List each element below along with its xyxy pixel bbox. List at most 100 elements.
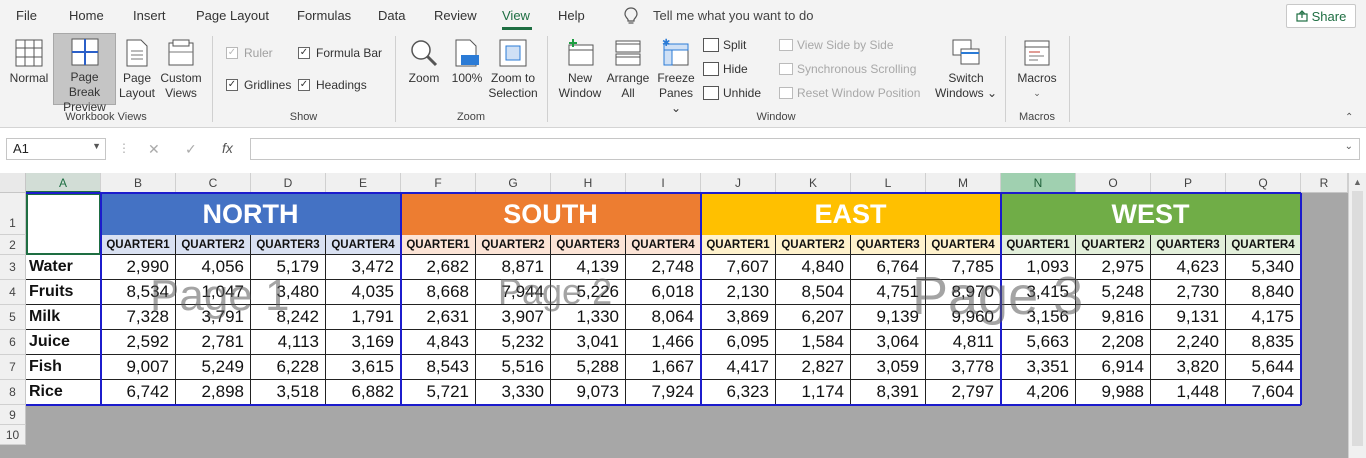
data-cell[interactable]: 8,970: [926, 280, 1001, 305]
scroll-up-icon[interactable]: ▲: [1353, 177, 1362, 187]
data-cell[interactable]: 3,351: [1001, 355, 1076, 380]
data-cell[interactable]: 2,240: [1151, 330, 1226, 355]
cell-a1[interactable]: [26, 193, 101, 255]
formula-input[interactable]: ⌄: [250, 138, 1360, 160]
row-label-fish[interactable]: Fish: [26, 355, 101, 380]
region-header-south[interactable]: SOUTH: [401, 193, 701, 235]
menu-help[interactable]: Help: [558, 8, 585, 23]
menu-home[interactable]: Home: [69, 8, 104, 23]
column-header-e[interactable]: E: [326, 173, 401, 193]
headings-checkbox[interactable]: ✓ Headings: [298, 78, 367, 92]
vertical-scrollbar[interactable]: ▲: [1348, 173, 1366, 458]
data-cell[interactable]: 5,248: [1076, 280, 1151, 305]
new-window-button[interactable]: New Window: [554, 36, 606, 106]
data-cell[interactable]: 5,226: [551, 280, 626, 305]
freeze-panes-button[interactable]: ✱ Freeze Panes ⌄: [653, 36, 699, 115]
data-cell[interactable]: 7,604: [1226, 380, 1301, 405]
quarter-header[interactable]: QUARTER3: [851, 235, 926, 255]
data-cell[interactable]: 8,534: [101, 280, 176, 305]
quarter-header[interactable]: QUARTER2: [176, 235, 251, 255]
name-box[interactable]: A1 ▼: [6, 138, 106, 160]
data-cell[interactable]: 1,174: [776, 380, 851, 405]
data-cell[interactable]: 3,820: [1151, 355, 1226, 380]
zoom-button[interactable]: Zoom: [404, 36, 444, 106]
menu-insert[interactable]: Insert: [133, 8, 166, 23]
data-cell[interactable]: 2,730: [1151, 280, 1226, 305]
row-header-1[interactable]: 1: [0, 193, 26, 235]
chevron-down-icon[interactable]: ⌄: [1344, 141, 1353, 152]
quarter-header[interactable]: QUARTER4: [1226, 235, 1301, 255]
data-cell[interactable]: 4,035: [326, 280, 401, 305]
data-cell[interactable]: 5,663: [1001, 330, 1076, 355]
data-cell[interactable]: 6,764: [851, 255, 926, 280]
data-cell[interactable]: 2,797: [926, 380, 1001, 405]
data-cell[interactable]: 1,584: [776, 330, 851, 355]
confirm-icon[interactable]: ✓: [185, 141, 197, 157]
quarter-header[interactable]: QUARTER4: [926, 235, 1001, 255]
data-cell[interactable]: 5,644: [1226, 355, 1301, 380]
cancel-icon[interactable]: ✕: [148, 141, 160, 157]
data-cell[interactable]: 1,667: [626, 355, 701, 380]
data-cell[interactable]: 6,207: [776, 305, 851, 330]
gridlines-checkbox[interactable]: ✓ Gridlines: [226, 78, 291, 92]
custom-views-button[interactable]: Custom Views: [158, 36, 204, 106]
chevron-down-icon[interactable]: ▼: [92, 141, 101, 151]
data-cell[interactable]: 4,139: [551, 255, 626, 280]
data-cell[interactable]: 1,330: [551, 305, 626, 330]
data-cell[interactable]: 2,781: [176, 330, 251, 355]
row-label-juice[interactable]: Juice: [26, 330, 101, 355]
data-cell[interactable]: 2,631: [401, 305, 476, 330]
data-cell[interactable]: 6,095: [701, 330, 776, 355]
data-cell[interactable]: 9,988: [1076, 380, 1151, 405]
row-header-7[interactable]: 7: [0, 355, 26, 380]
data-cell[interactable]: 1,448: [1151, 380, 1226, 405]
column-header-j[interactable]: J: [701, 173, 776, 193]
row-header-10[interactable]: 10: [0, 425, 26, 445]
quarter-header[interactable]: QUARTER3: [1151, 235, 1226, 255]
data-cell[interactable]: 2,827: [776, 355, 851, 380]
quarter-header[interactable]: QUARTER1: [701, 235, 776, 255]
data-cell[interactable]: 9,131: [1151, 305, 1226, 330]
quarter-header[interactable]: QUARTER4: [326, 235, 401, 255]
data-cell[interactable]: 9,960: [926, 305, 1001, 330]
data-cell[interactable]: 9,007: [101, 355, 176, 380]
data-cell[interactable]: 2,748: [626, 255, 701, 280]
data-cell[interactable]: 3,156: [1001, 305, 1076, 330]
row-label-rice[interactable]: Rice: [26, 380, 101, 405]
menu-file[interactable]: File: [16, 8, 37, 23]
data-cell[interactable]: 7,785: [926, 255, 1001, 280]
data-cell[interactable]: 4,623: [1151, 255, 1226, 280]
menu-review[interactable]: Review: [434, 8, 477, 23]
quarter-header[interactable]: QUARTER3: [251, 235, 326, 255]
quarter-header[interactable]: QUARTER2: [1076, 235, 1151, 255]
data-cell[interactable]: 8,504: [776, 280, 851, 305]
column-header-a[interactable]: A: [26, 173, 101, 193]
column-header-d[interactable]: D: [251, 173, 326, 193]
data-cell[interactable]: 3,415: [1001, 280, 1076, 305]
normal-view-button[interactable]: Normal: [6, 36, 52, 106]
data-cell[interactable]: 3,518: [251, 380, 326, 405]
data-cell[interactable]: 3,869: [701, 305, 776, 330]
share-button[interactable]: Share: [1286, 4, 1356, 28]
data-cell[interactable]: 3,041: [551, 330, 626, 355]
data-cell[interactable]: 8,391: [851, 380, 926, 405]
data-cell[interactable]: 8,543: [401, 355, 476, 380]
row-header-4[interactable]: 4: [0, 280, 26, 305]
row-header-9[interactable]: 9: [0, 405, 26, 425]
data-cell[interactable]: 4,840: [776, 255, 851, 280]
switch-windows-button[interactable]: Switch Windows ⌄: [934, 36, 998, 106]
column-header-q[interactable]: Q: [1226, 173, 1301, 193]
data-cell[interactable]: 5,721: [401, 380, 476, 405]
data-cell[interactable]: 2,990: [101, 255, 176, 280]
data-cell[interactable]: 2,208: [1076, 330, 1151, 355]
arrange-all-button[interactable]: Arrange All: [604, 36, 652, 106]
menu-data[interactable]: Data: [378, 8, 406, 23]
quarter-header[interactable]: QUARTER3: [551, 235, 626, 255]
data-cell[interactable]: 9,073: [551, 380, 626, 405]
data-cell[interactable]: 6,914: [1076, 355, 1151, 380]
region-header-east[interactable]: EAST: [701, 193, 1001, 235]
column-header-n[interactable]: N: [1001, 173, 1076, 193]
column-header-r[interactable]: R: [1301, 173, 1348, 193]
data-cell[interactable]: 5,288: [551, 355, 626, 380]
data-cell[interactable]: 1,047: [176, 280, 251, 305]
